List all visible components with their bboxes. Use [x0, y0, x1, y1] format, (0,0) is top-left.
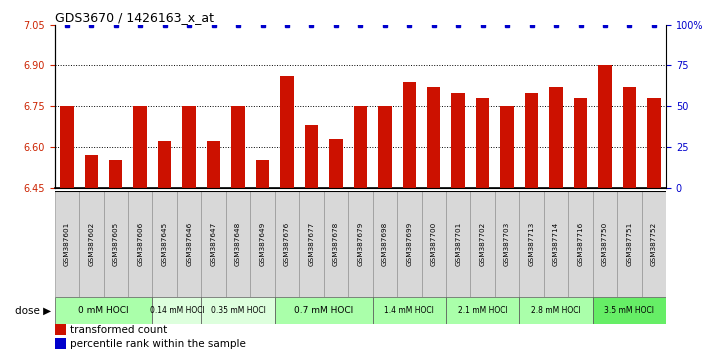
- Text: GSM387716: GSM387716: [577, 222, 584, 267]
- Text: GSM387752: GSM387752: [651, 222, 657, 267]
- Bar: [60, 106, 74, 188]
- Bar: [373, 297, 446, 324]
- Text: GSM387645: GSM387645: [162, 222, 167, 267]
- Bar: [202, 297, 274, 324]
- Bar: [348, 191, 373, 297]
- Bar: [158, 142, 171, 188]
- Text: 1.4 mM HOCl: 1.4 mM HOCl: [384, 306, 434, 315]
- Text: GSM387699: GSM387699: [406, 222, 412, 267]
- Bar: [550, 87, 563, 188]
- Bar: [299, 191, 324, 297]
- Text: GSM387676: GSM387676: [284, 222, 290, 267]
- Bar: [397, 191, 422, 297]
- Bar: [256, 160, 269, 188]
- Bar: [84, 155, 98, 188]
- Bar: [152, 297, 202, 324]
- Bar: [324, 191, 348, 297]
- Bar: [55, 191, 79, 297]
- Bar: [373, 191, 397, 297]
- Bar: [232, 106, 245, 188]
- Text: GSM387649: GSM387649: [259, 222, 266, 267]
- Text: 0.7 mM HOCl: 0.7 mM HOCl: [294, 306, 353, 315]
- Bar: [622, 87, 636, 188]
- Bar: [500, 106, 514, 188]
- Text: GSM387605: GSM387605: [113, 222, 119, 267]
- Text: GSM387677: GSM387677: [309, 222, 314, 267]
- Bar: [226, 191, 250, 297]
- Text: dose ▶: dose ▶: [15, 306, 51, 316]
- Bar: [593, 297, 666, 324]
- Bar: [55, 297, 152, 324]
- Text: GSM387606: GSM387606: [137, 222, 143, 267]
- Bar: [354, 106, 367, 188]
- Text: 0.35 mM HOCl: 0.35 mM HOCl: [210, 306, 266, 315]
- Bar: [476, 98, 489, 188]
- Bar: [109, 160, 122, 188]
- Text: GSM387714: GSM387714: [553, 222, 559, 267]
- Text: GSM387702: GSM387702: [480, 222, 486, 267]
- Bar: [202, 191, 226, 297]
- Bar: [451, 93, 465, 188]
- Bar: [422, 191, 446, 297]
- Bar: [378, 106, 392, 188]
- Text: GSM387750: GSM387750: [602, 222, 608, 267]
- Bar: [470, 191, 495, 297]
- Text: transformed count: transformed count: [70, 325, 167, 335]
- Text: 0.14 mM HOCl: 0.14 mM HOCl: [149, 306, 205, 315]
- Bar: [274, 191, 299, 297]
- Bar: [207, 142, 221, 188]
- Bar: [446, 297, 519, 324]
- Bar: [569, 191, 593, 297]
- Bar: [427, 87, 440, 188]
- Bar: [593, 191, 617, 297]
- Text: GSM387713: GSM387713: [529, 222, 534, 267]
- Bar: [495, 191, 519, 297]
- Bar: [519, 297, 593, 324]
- Bar: [519, 191, 544, 297]
- Bar: [128, 191, 152, 297]
- Text: 0 mM HOCl: 0 mM HOCl: [78, 306, 129, 315]
- Bar: [403, 82, 416, 188]
- Text: GSM387703: GSM387703: [504, 222, 510, 267]
- Bar: [617, 191, 641, 297]
- Bar: [274, 297, 373, 324]
- Bar: [647, 98, 660, 188]
- Text: GSM387679: GSM387679: [357, 222, 363, 267]
- Bar: [103, 191, 128, 297]
- Bar: [250, 191, 274, 297]
- Bar: [305, 125, 318, 188]
- Bar: [329, 139, 343, 188]
- Text: GSM387751: GSM387751: [626, 222, 633, 267]
- Text: GSM387647: GSM387647: [210, 222, 217, 267]
- Text: GSM387602: GSM387602: [88, 222, 95, 267]
- Bar: [183, 106, 196, 188]
- Bar: [55, 338, 66, 349]
- Bar: [280, 76, 293, 188]
- Bar: [152, 191, 177, 297]
- Text: percentile rank within the sample: percentile rank within the sample: [70, 339, 246, 349]
- Text: GSM387700: GSM387700: [431, 222, 437, 267]
- Bar: [446, 191, 470, 297]
- Text: 2.1 mM HOCl: 2.1 mM HOCl: [458, 306, 507, 315]
- Bar: [641, 191, 666, 297]
- Text: GSM387698: GSM387698: [381, 222, 388, 267]
- Bar: [177, 191, 202, 297]
- Bar: [525, 93, 538, 188]
- Text: GSM387646: GSM387646: [186, 222, 192, 267]
- Text: GDS3670 / 1426163_x_at: GDS3670 / 1426163_x_at: [55, 11, 213, 24]
- Text: GSM387701: GSM387701: [455, 222, 462, 267]
- Text: 2.8 mM HOCl: 2.8 mM HOCl: [531, 306, 581, 315]
- Bar: [544, 191, 569, 297]
- Bar: [574, 98, 587, 188]
- Text: GSM387601: GSM387601: [64, 222, 70, 267]
- Bar: [55, 324, 66, 335]
- Text: 3.5 mM HOCl: 3.5 mM HOCl: [604, 306, 654, 315]
- Bar: [79, 191, 103, 297]
- Bar: [133, 106, 147, 188]
- Text: GSM387648: GSM387648: [235, 222, 241, 267]
- Text: GSM387678: GSM387678: [333, 222, 339, 267]
- Bar: [598, 65, 612, 188]
